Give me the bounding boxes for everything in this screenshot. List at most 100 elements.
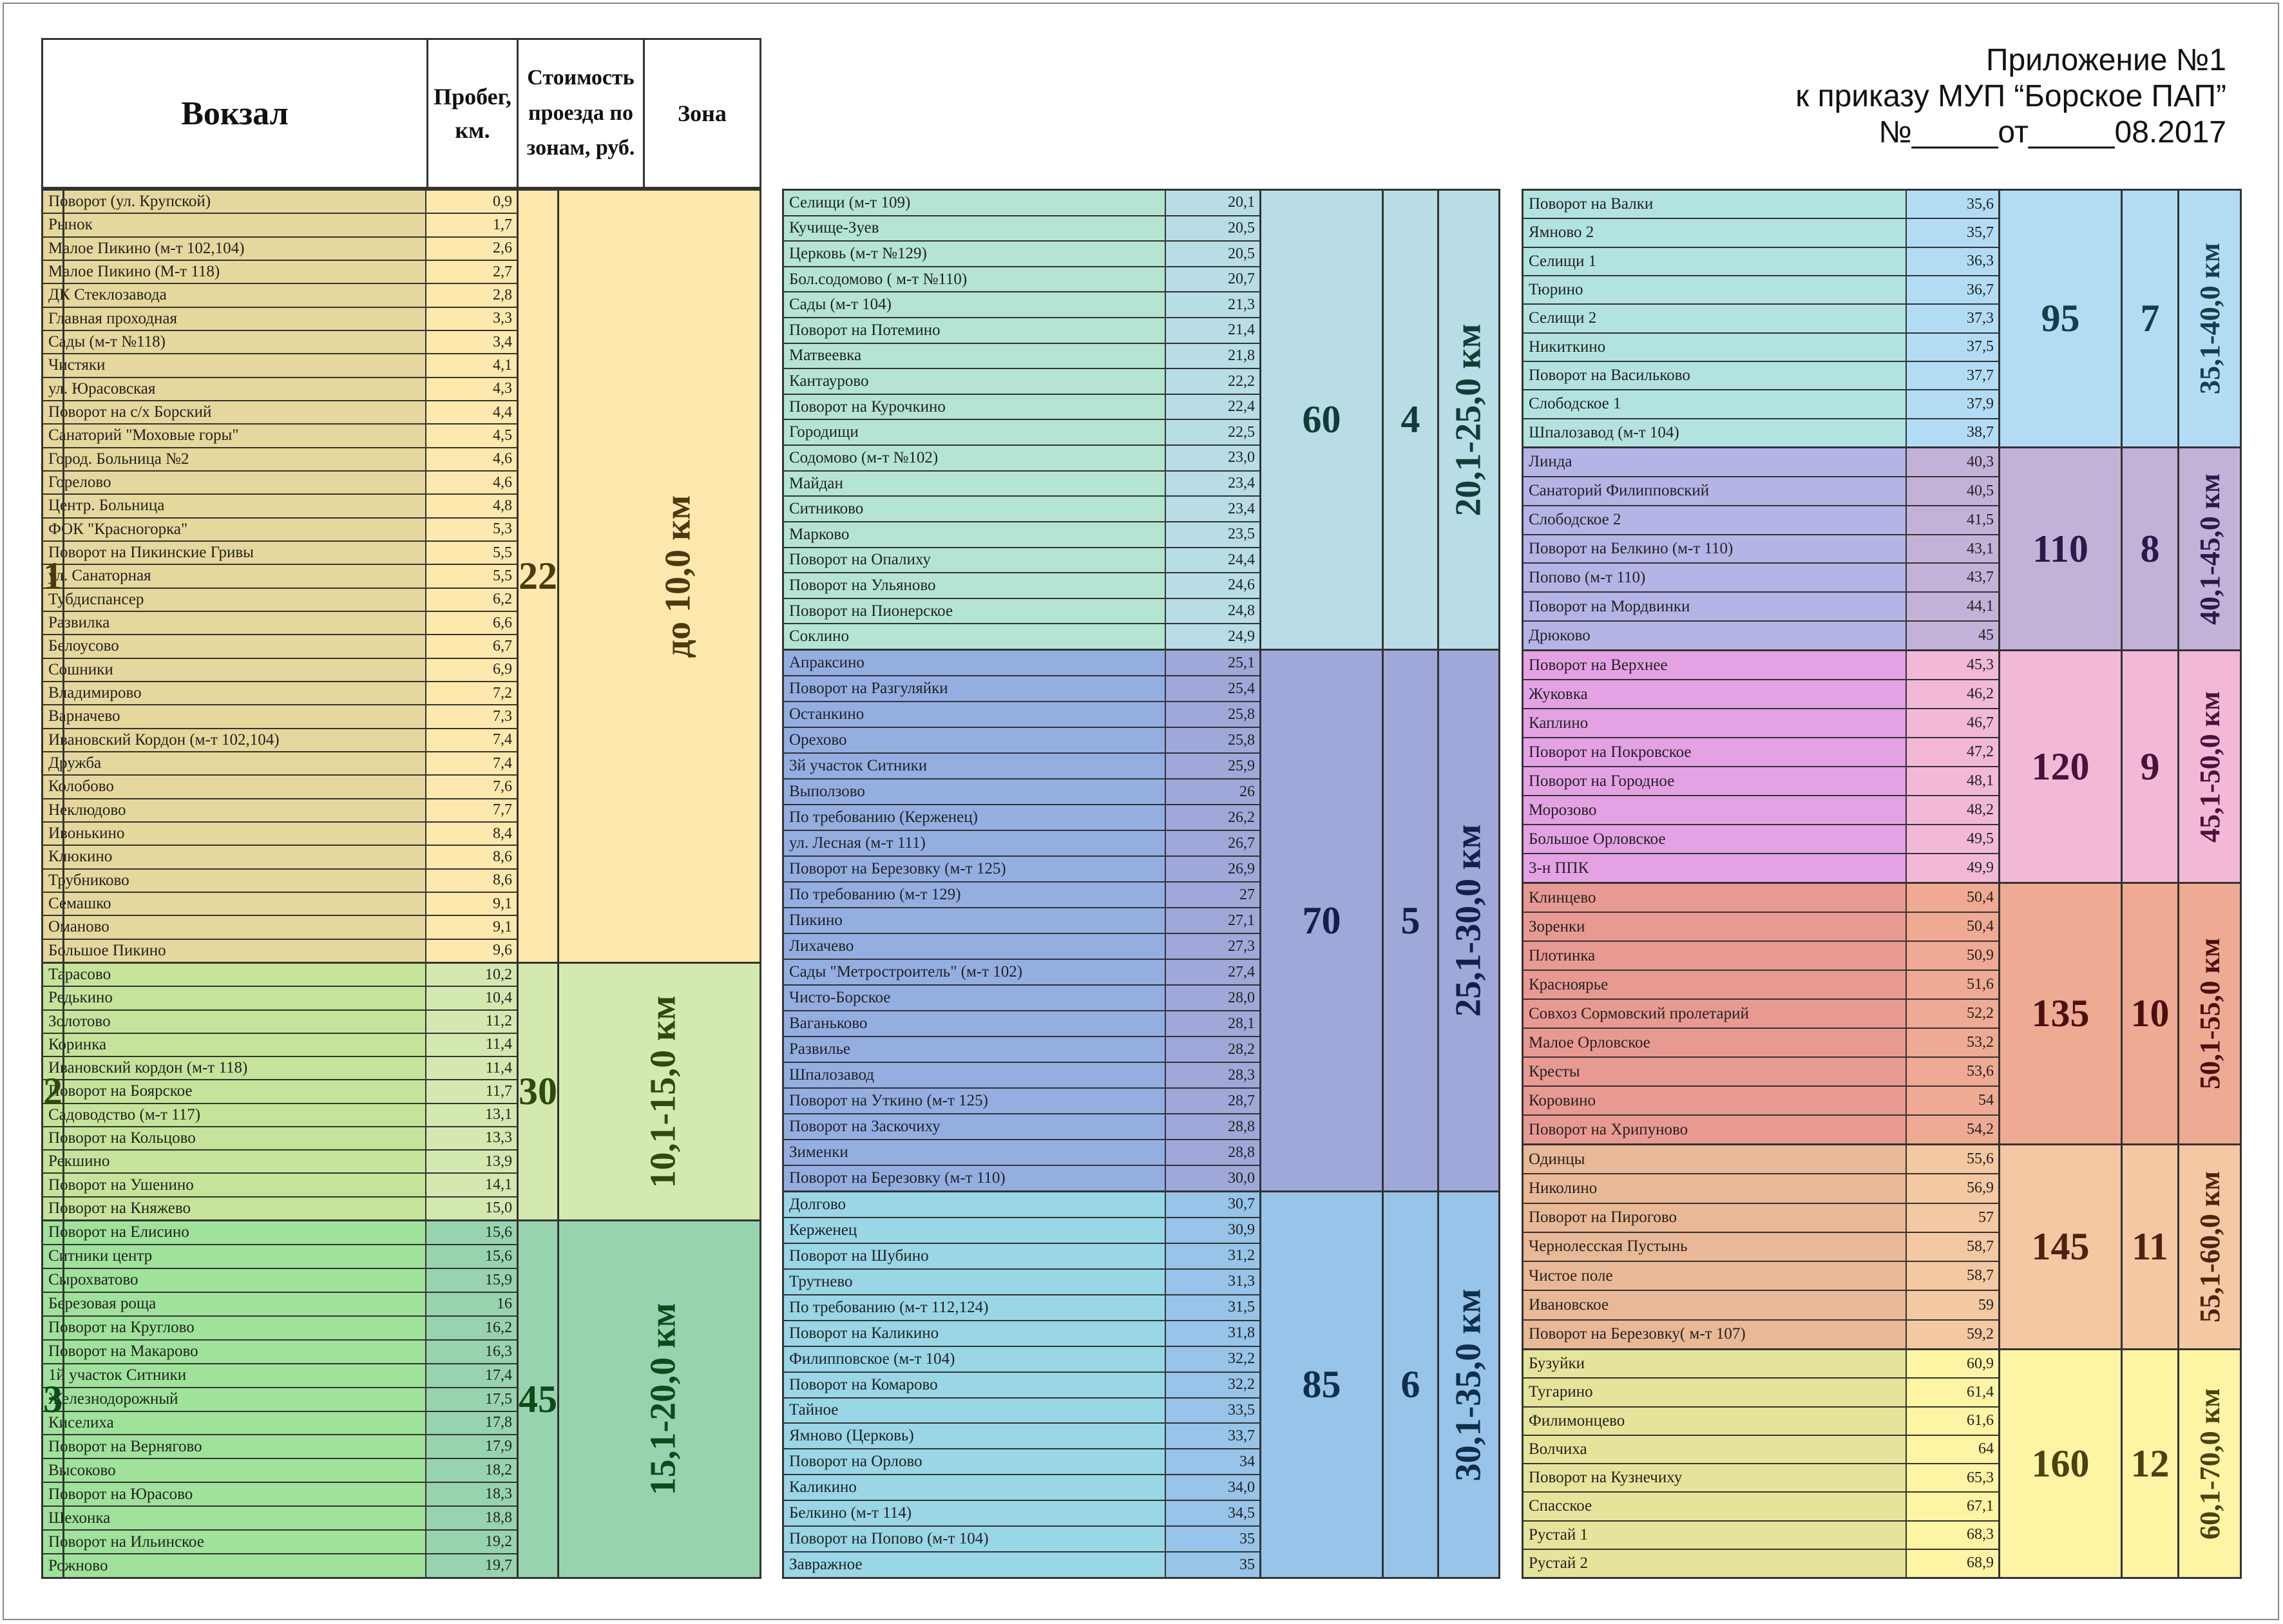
table-row: Трутнево 31,3 [784, 1269, 1259, 1295]
stop-distance: 19,2 [426, 1531, 517, 1554]
stop-name: Поворот на Опалиху [784, 548, 1166, 573]
stop-distance: 28,8 [1166, 1140, 1259, 1165]
stop-distance: 28,0 [1166, 986, 1259, 1010]
table-row: Городищи 22,5 [784, 420, 1259, 446]
stop-name: Селищи 1 [1524, 247, 1907, 275]
table-row: Чернолесская Пустынь 58,7 [1524, 1232, 1998, 1263]
table-row: Чистяки 4,1 [43, 354, 517, 378]
stop-distance: 11,2 [426, 1010, 517, 1033]
table-row: Поворот на Ульяново 24,6 [784, 573, 1259, 599]
stop-name: 3-н ППК [1524, 854, 1907, 882]
stop-distance: 7,2 [426, 682, 517, 705]
stop-name: Неклюдово [43, 799, 426, 821]
table-row: Поворот на Уткино (м-т 125) 28,7 [784, 1089, 1259, 1114]
table-row: Поворот на Ильинское 19,2 [43, 1531, 517, 1555]
table-row: Красноярье 51,6 [1524, 971, 1998, 1000]
stop-name: Трубниково [43, 869, 426, 892]
table-row: Одинцы 55,6 [1524, 1145, 1998, 1175]
stop-name: Рустай 2 [1524, 1549, 1907, 1577]
stop-name: Киселиха [43, 1411, 426, 1435]
zone-range-label: 15,1-20,0 км [643, 1303, 683, 1496]
stop-name: Поворот на Березовку (м-т 125) [784, 857, 1166, 881]
stop-name: ФОК "Красногорка" [43, 518, 426, 540]
table-row: Главная проходная 3,3 [43, 307, 517, 331]
stop-name: Редькино [43, 987, 426, 1009]
zone-number: 4 [1384, 191, 1439, 649]
stop-name: Линда [1524, 448, 1907, 476]
stop-name: Ивановский кордон (м-т 118) [43, 1057, 426, 1080]
stop-name: Поворот на Пирогово [1524, 1203, 1907, 1232]
zone-block-6: Долгово 30,7 Керженец 30,9 Поворот на Шубино… [782, 1190, 1500, 1579]
stop-name: Поворот на Кузнечиху [1524, 1464, 1907, 1492]
table-row: Керженец 30,9 [784, 1218, 1259, 1244]
table-row: Оманово 9,1 [43, 916, 517, 940]
table-row: Владимирово 7,2 [43, 682, 517, 706]
table-row: Ивонькино 8,4 [43, 822, 517, 846]
stop-distance: 27 [1166, 883, 1259, 907]
stop-distance: 34,5 [1166, 1501, 1259, 1526]
stop-distance: 54,2 [1907, 1116, 1998, 1143]
table-row: Бол.содомово ( м-т №110) 20,7 [784, 267, 1259, 293]
zone-price: 45 [519, 1221, 559, 1577]
stop-name: Рустай 1 [1524, 1521, 1907, 1549]
stop-distance: 28,2 [1166, 1037, 1259, 1062]
table-row: Коровино 54 [1524, 1087, 1998, 1116]
stop-name: Сады "Метростроитель" (м-т 102) [784, 960, 1166, 984]
zone-block-10: Клинцево 50,4 Зоренки 50,4 Плотинка 50,9 Красн… [1522, 882, 2242, 1145]
stop-distance: 6,6 [426, 611, 517, 635]
zone-number: 5 [1384, 651, 1439, 1190]
stop-name: Ивановское [1524, 1291, 1907, 1319]
table-row: По требованию (Керженец) 26,2 [784, 805, 1259, 831]
table-row: Поворот на Вернягово 17,9 [43, 1435, 517, 1460]
stop-name: Поворот на Юрасово [43, 1483, 426, 1506]
zone-price: 85 [1261, 1192, 1384, 1577]
stop-name: Слободское 1 [1524, 390, 1907, 418]
zone-range-label: до 10,0 км [658, 495, 698, 658]
table-row: Поворот на Пионерское 24,8 [784, 598, 1259, 625]
table-row: Поворот на Городное 48,1 [1524, 767, 1998, 796]
stop-distance: 5,5 [426, 565, 517, 588]
stop-distance: 40,5 [1907, 477, 1998, 505]
stop-distance: 45,3 [1907, 651, 1998, 679]
stop-distance: 58,7 [1907, 1262, 1998, 1290]
stop-name: ул. Санаторная [43, 565, 426, 588]
stop-distance: 22,5 [1166, 420, 1259, 445]
annex-title: Приложение №1 [1985, 43, 2226, 77]
stop-distance: 31,3 [1166, 1269, 1259, 1294]
table-row: Центр. Больница 4,8 [43, 495, 517, 519]
stop-distance: 48,1 [1907, 767, 1998, 795]
stop-name: Майдан [784, 471, 1166, 496]
table-row: Линда 40,3 [1524, 448, 1998, 477]
stop-distance: 8,4 [426, 822, 517, 845]
table-row: Ваганьково 28,1 [784, 1011, 1259, 1037]
table-row: Развилье 28,2 [784, 1037, 1259, 1063]
table-row: Слободское 1 37,9 [1524, 390, 1998, 419]
stop-name: Ваганьково [784, 1011, 1166, 1036]
stop-name: Сады (м-т 104) [784, 292, 1166, 318]
stop-name: Жуковка [1524, 680, 1907, 708]
stop-distance: 41,5 [1907, 506, 1998, 534]
stop-name: Поворот на Орлово [784, 1449, 1166, 1475]
table-row: Поворот на с/х Борский 4,4 [43, 401, 517, 425]
stop-name: Лихачево [784, 934, 1166, 959]
table-row: Ивановский Кордон (м-т 102,104) 7,4 [43, 729, 517, 752]
table-row: Лихачево 27,3 [784, 934, 1259, 960]
stop-name: Поворот на Пионерское [784, 598, 1166, 624]
table-row: Поворот (ул. Крупской) 0,9 [43, 191, 517, 215]
stop-name: Спасское [1524, 1493, 1907, 1520]
zone-price: 22 [519, 191, 559, 962]
table-row: Санаторий Филипповский 40,5 [1524, 477, 1998, 506]
stop-name: Горелово [43, 471, 426, 494]
stop-distance: 6,7 [426, 635, 517, 658]
stop-name: Клинцево [1524, 884, 1907, 912]
stop-name: Каликино [784, 1475, 1166, 1500]
stop-distance: 34 [1166, 1449, 1259, 1475]
stop-name: Поворот на с/х Борский [43, 401, 426, 424]
annex-note: Приложение №1 к приказу МУП “Борское ПАП… [1795, 43, 2226, 151]
zone-range: 55,1-60,0 км [2179, 1145, 2240, 1348]
zone-range-label: 40,1-45,0 км [2193, 473, 2226, 625]
stop-name: Семашко [43, 892, 426, 915]
stop-name: Попово (м-т 110) [1524, 564, 1907, 592]
stop-distance: 20,5 [1166, 242, 1259, 266]
stop-name: Соклино [784, 624, 1166, 649]
